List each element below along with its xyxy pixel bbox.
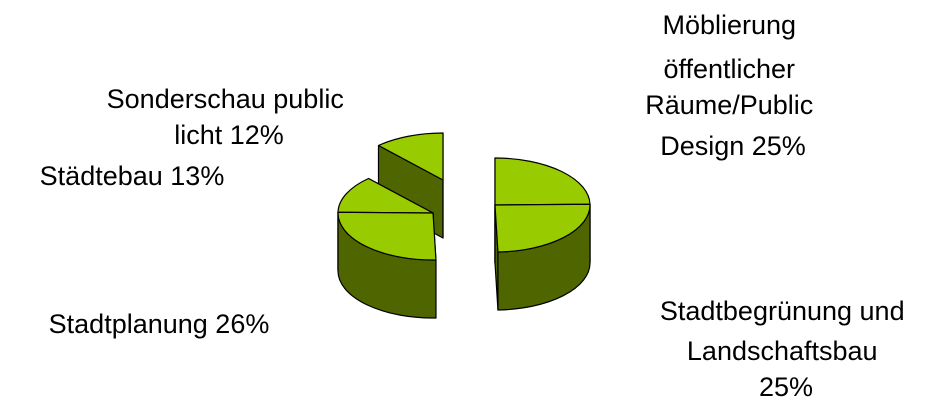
slice-tops — [337, 132, 591, 261]
label-sonderschau: Sonderschau public licht 12% — [107, 84, 352, 150]
slice-top-stadtbegruenung — [494, 203, 591, 253]
slice-top-staedtebau — [337, 177, 434, 214]
label-staedtebau: Städtebau 13% — [40, 161, 225, 191]
label-line: Design 25% — [660, 131, 806, 161]
label-stadtplanung: Stadtplanung 26% — [49, 309, 270, 339]
label-line: 25% — [759, 372, 813, 401]
label-stadtbegruenung: Stadtbegrünung und Landschaftsbau 25% — [660, 296, 912, 401]
label-moeblierung: Möblierung öffentlicher Räume/Public Des… — [645, 10, 821, 161]
label-line: Sonderschau public — [107, 84, 344, 114]
label-line: Möblierung — [662, 10, 796, 40]
label-line: licht 12% — [174, 120, 284, 150]
slice-top-sonderschau — [377, 132, 444, 181]
slice-top-moeblierung — [494, 157, 591, 206]
slice-labels: Möblierung öffentlicher Räume/Public Des… — [40, 10, 912, 401]
label-line: Städtebau 13% — [40, 161, 225, 191]
label-line: Räume/Public — [645, 90, 813, 120]
label-line: öffentlicher — [663, 54, 795, 84]
label-line: Stadtbegrünung und — [660, 296, 905, 326]
label-line: Stadtplanung 26% — [49, 309, 270, 339]
slice-top-stadtplanung — [337, 211, 437, 261]
label-line: Landschaftsbau — [687, 336, 878, 366]
